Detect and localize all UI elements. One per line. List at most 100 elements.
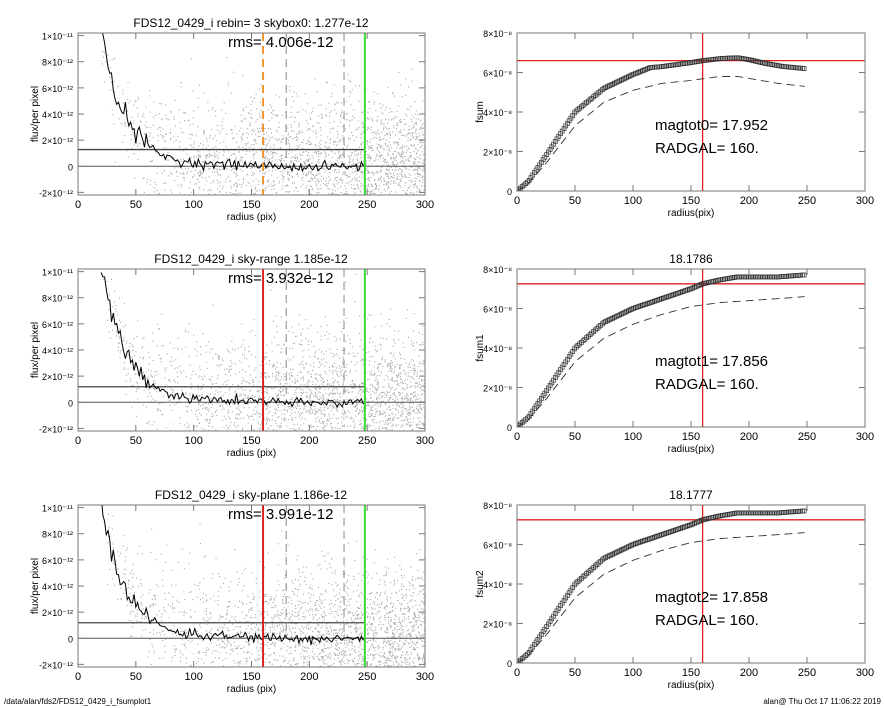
scatter-point: [363, 124, 365, 126]
scatter-point: [345, 281, 347, 283]
scatter-point: [378, 428, 380, 430]
scatter-point: [344, 370, 346, 372]
scatter-point: [163, 182, 165, 184]
scatter-point: [217, 129, 219, 131]
scatter-point: [362, 173, 364, 175]
scatter-point: [343, 630, 345, 632]
scatter-point: [166, 353, 168, 355]
scatter-point: [307, 349, 309, 351]
scatter-point: [370, 406, 372, 408]
scatter-point: [157, 140, 159, 142]
scatter-point: [314, 352, 316, 354]
scatter-point: [350, 361, 352, 363]
scatter-point: [261, 360, 263, 362]
scatter-point: [336, 388, 338, 390]
scatter-point: [275, 615, 277, 617]
scatter-point: [297, 175, 299, 177]
scatter-point: [419, 411, 421, 413]
scatter-point: [391, 428, 393, 430]
scatter-point: [305, 396, 307, 398]
scatter-point: [397, 162, 399, 164]
scatter-point: [159, 328, 161, 330]
scatter-point: [269, 128, 271, 130]
scatter-point: [207, 403, 209, 405]
scatter-point: [398, 169, 400, 171]
scatter-point: [235, 182, 237, 184]
scatter-point: [315, 429, 317, 431]
scatter-point: [421, 423, 423, 425]
scatter-point: [185, 375, 187, 377]
scatter-point: [318, 374, 320, 376]
scatter-point: [191, 374, 193, 376]
scatter-point: [257, 659, 259, 661]
scatter-point: [373, 374, 375, 376]
scatter-point: [239, 371, 241, 373]
scatter-point: [361, 358, 363, 360]
scatter-point: [349, 343, 351, 345]
scatter-point: [407, 309, 409, 311]
scatter-point: [159, 657, 161, 659]
scatter-point: [195, 397, 197, 399]
scatter-point: [410, 179, 412, 181]
scatter-point: [285, 633, 287, 635]
scatter-point: [302, 392, 304, 394]
scatter-point: [149, 132, 151, 134]
scatter-point: [276, 398, 278, 400]
scatter-point: [281, 158, 283, 160]
scatter-point: [277, 660, 279, 662]
scatter-point: [268, 139, 270, 141]
scatter-point: [345, 340, 347, 342]
scatter-point: [367, 145, 369, 147]
scatter-point: [353, 650, 355, 652]
scatter-point: [326, 183, 328, 185]
scatter-point: [342, 153, 344, 155]
scatter-point: [125, 324, 127, 326]
scatter-point: [366, 118, 368, 120]
scatter-point: [365, 418, 367, 420]
scatter-point: [372, 374, 374, 376]
scatter-point: [379, 171, 381, 173]
scatter-point: [392, 154, 394, 156]
scatter-point: [326, 633, 328, 635]
scatter-point: [222, 154, 224, 156]
scatter-point: [306, 174, 308, 176]
scatter-point: [338, 169, 340, 171]
scatter-point: [284, 657, 286, 659]
scatter-point: [241, 120, 243, 122]
scatter-point: [267, 128, 269, 130]
scatter-point: [393, 159, 395, 161]
scatter-point: [397, 376, 399, 378]
scatter-point: [395, 409, 397, 411]
scatter-point: [333, 399, 335, 401]
scatter-point: [258, 428, 260, 430]
scatter-point: [293, 423, 295, 425]
scatter-point: [379, 145, 381, 147]
scatter-point: [314, 604, 316, 606]
scatter-point: [301, 344, 303, 346]
scatter-point: [276, 153, 278, 155]
scatter-point: [407, 411, 409, 413]
scatter-point: [329, 665, 331, 667]
scatter-point: [197, 150, 199, 152]
scatter-point: [419, 179, 421, 181]
scatter-point: [237, 407, 239, 409]
scatter-point: [292, 375, 294, 377]
scatter-point: [407, 420, 409, 422]
scatter-point: [342, 407, 344, 409]
scatter-point: [409, 370, 411, 372]
scatter-point: [367, 170, 369, 172]
scatter-point: [384, 142, 386, 144]
scatter-point: [401, 407, 403, 409]
scatter-point: [391, 119, 393, 121]
scatter-point: [164, 377, 166, 379]
scatter-point: [175, 139, 177, 141]
scatter-point: [210, 387, 212, 389]
scatter-point: [310, 118, 312, 120]
scatter-point: [415, 133, 417, 135]
scatter-point: [418, 381, 420, 383]
scatter-point: [142, 346, 144, 348]
scatter-point: [362, 364, 364, 366]
scatter-point: [318, 159, 320, 161]
scatter-point: [372, 120, 374, 122]
scatter-point: [365, 359, 367, 361]
